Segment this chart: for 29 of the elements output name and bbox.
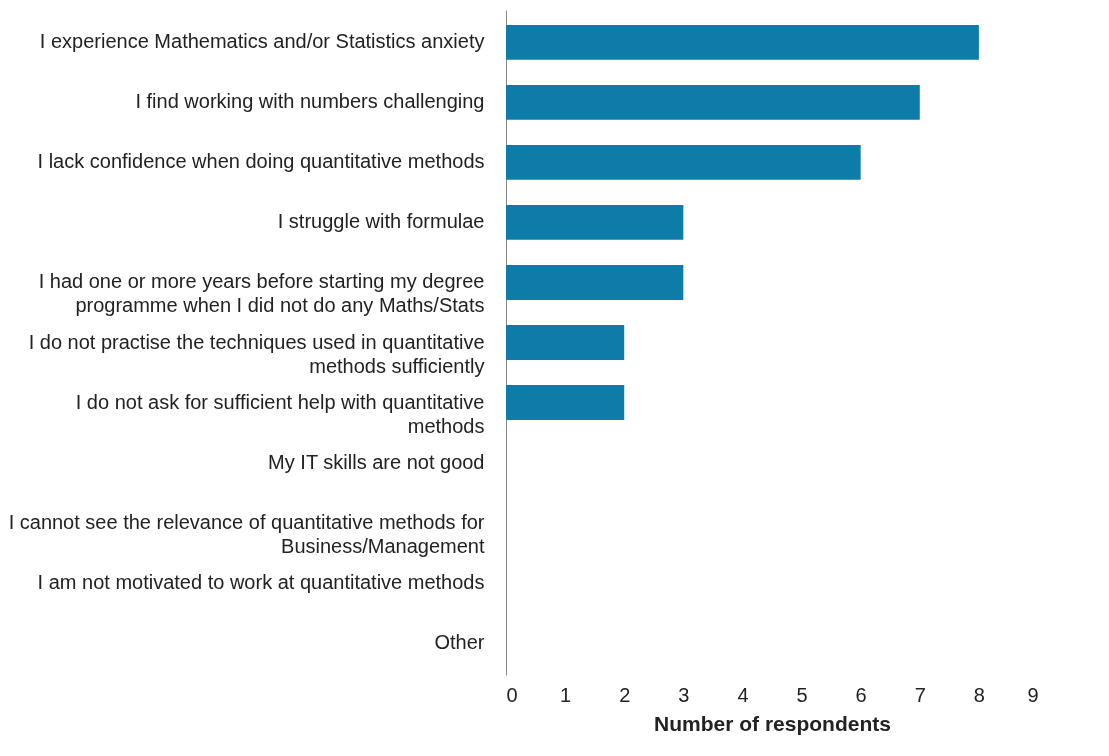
- bar: [506, 385, 625, 420]
- bar: [506, 85, 920, 120]
- y-tick-label: I cannot see the relevance of quantitative methods for Business/Management: [8, 510, 485, 557]
- y-tick-label: I experience Mathematics and/or Statistics anxiety: [39, 30, 485, 53]
- x-tick-label: 7: [914, 683, 926, 706]
- y-tick-label: I am not motivated to work at quantitative methods: [37, 570, 485, 593]
- x-tick-label: 4: [737, 683, 749, 706]
- x-tick-label: 3: [678, 683, 690, 706]
- y-tick-label: I had one or more years before starting my degree programme when I did not do any Maths/Stats: [38, 270, 485, 317]
- bar: [506, 145, 861, 180]
- x-tick-label: 2: [619, 683, 631, 706]
- y-tick-label: My IT skills are not good: [268, 450, 485, 473]
- y-tick-label: I struggle with formulae: [277, 210, 485, 233]
- x-tick-label: 0: [506, 683, 518, 706]
- x-tick-label: 1: [560, 683, 572, 706]
- x-tick-label: 9: [1027, 683, 1039, 706]
- y-tick-label: I do not ask for sufficient help with quantitative methods: [75, 390, 485, 437]
- y-tick-label: I lack confidence when doing quantitative methods: [37, 150, 485, 173]
- x-tick-label: 5: [796, 683, 808, 706]
- bar: [506, 265, 684, 300]
- x-tick-label: 8: [973, 683, 985, 706]
- y-tick-label: I do not practise the techniques used in quantitative methods sufficiently: [28, 330, 485, 377]
- y-tick-label: I find working with numbers challenging: [135, 90, 485, 113]
- bar: [506, 205, 684, 240]
- y-tick-label: Other: [434, 630, 485, 653]
- bar: [506, 25, 979, 60]
- x-axis-title: Number of respondents: [654, 711, 891, 735]
- x-tick-label: 6: [855, 683, 867, 706]
- bar: [506, 325, 625, 360]
